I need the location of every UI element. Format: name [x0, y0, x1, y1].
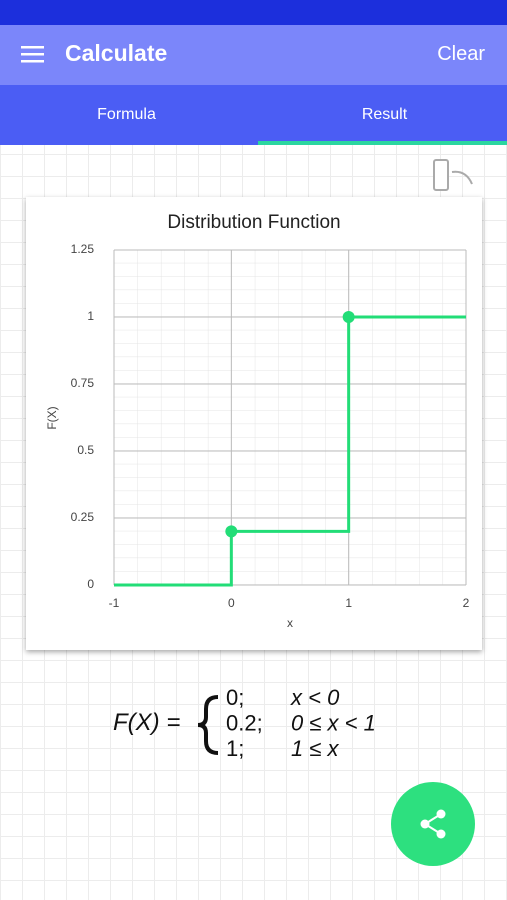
app-title: Calculate [65, 40, 168, 66]
formula-case: 0 ≤ x < 1 [291, 711, 376, 736]
tab[interactable]: Result [361, 106, 408, 123]
clear-button[interactable]: Clear [437, 43, 485, 65]
share-button[interactable] [391, 782, 477, 868]
y-tick-label: 0.5 [77, 443, 94, 457]
formula-case: x < 0 [290, 685, 340, 710]
minor-grid [114, 250, 466, 585]
x-tick-label: 1 [345, 596, 352, 610]
rotate-icon[interactable] [432, 158, 482, 194]
point [225, 525, 238, 538]
y-tick-label: 0.25 [71, 510, 95, 524]
status-bar [0, 0, 507, 25]
formula-case: 0.2; [226, 711, 263, 736]
formula-lhs: F(X) = [113, 709, 180, 736]
line [114, 315, 466, 587]
chart-card: Distribution Function x F(X) 0 0.25 0.5 0.7… [26, 197, 482, 650]
x-axis-label: x [287, 616, 293, 630]
y-tick-label: 1.25 [71, 242, 95, 256]
x-tick-label: -1 [109, 596, 120, 610]
y-tick-label: 1 [87, 309, 94, 323]
formula-case: 0; [226, 685, 244, 710]
x-tick-label: 2 [463, 596, 470, 610]
tab-indicator [258, 141, 507, 145]
chart: Distribution Function x F(X) 0 0.25 0.5 0.7… [45, 212, 470, 630]
y-tick-label: 0.75 [71, 376, 95, 390]
menu-icon[interactable] [21, 45, 45, 65]
formula: F(X) = 0; x < 0 0.2; 0 ≤ x < 1 1; 1 ≤ x [113, 685, 376, 761]
point [342, 311, 355, 323]
tab-bar: Formula Result [0, 85, 507, 145]
formula-case: 1; [226, 736, 244, 761]
chart-title: Distribution Function [167, 212, 340, 233]
x-tick-label: 0 [228, 596, 235, 610]
tab[interactable]: Formula [97, 106, 156, 123]
y-tick-label: 0 [87, 577, 94, 591]
y-axis-label: F(X) [45, 406, 59, 429]
app-bar: Calculate Clear [0, 25, 507, 85]
formula-case: 1 ≤ x [291, 736, 340, 761]
